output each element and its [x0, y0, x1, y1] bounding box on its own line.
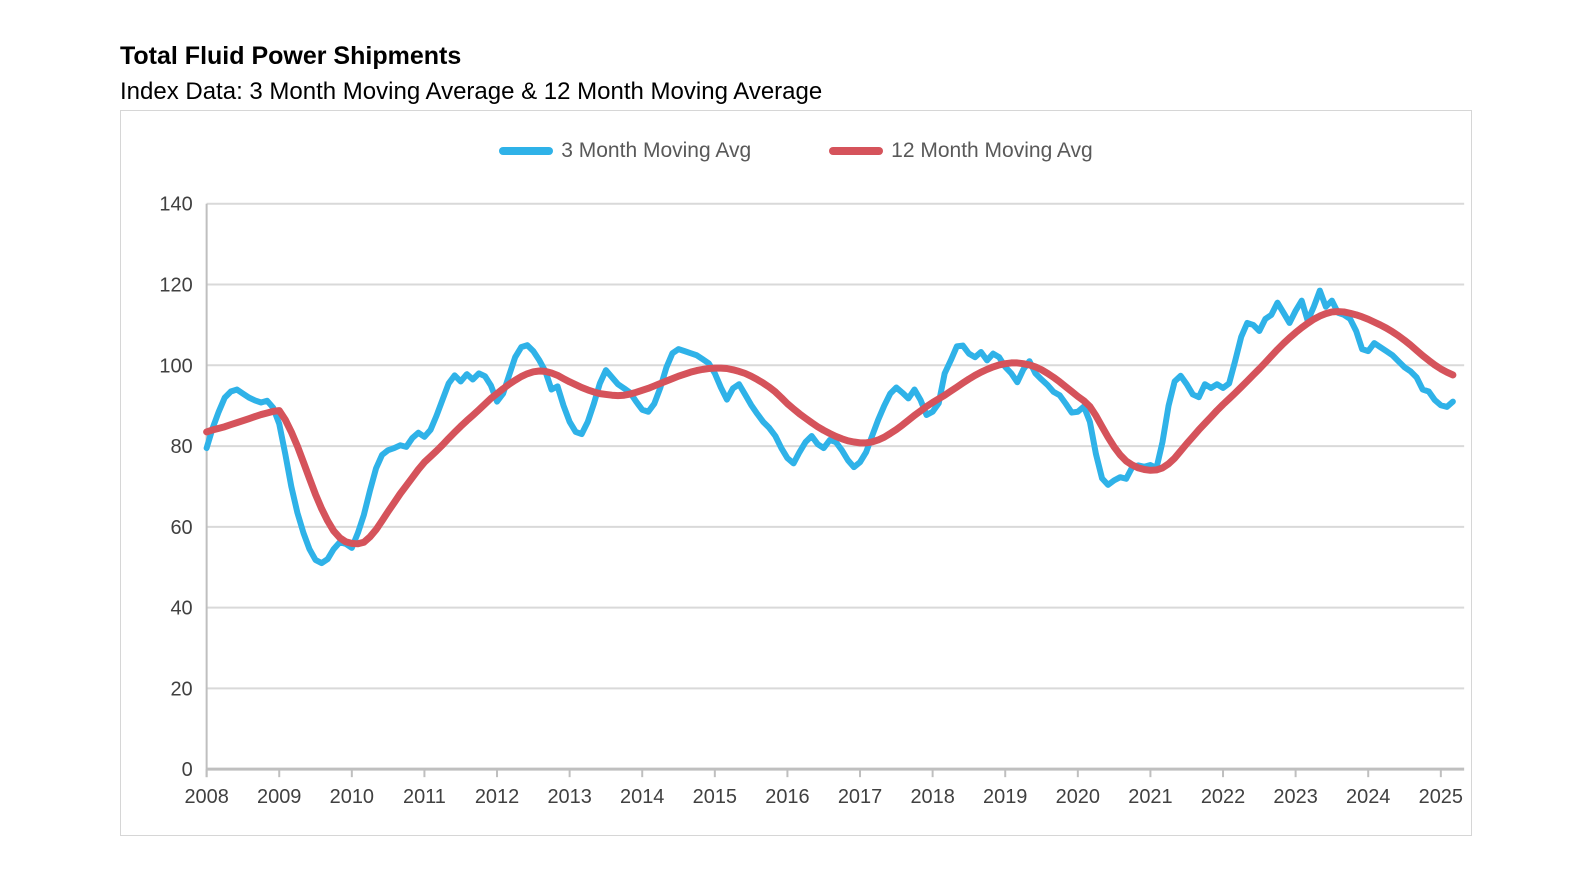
legend-marker-3-month-icon	[499, 147, 554, 155]
y-tick-label: 40	[170, 598, 192, 620]
x-tick-label: 2010	[330, 786, 374, 808]
x-tick-label: 2016	[765, 786, 809, 808]
chart-title: Total Fluid Power Shipments	[120, 42, 462, 70]
legend-label-3-month: 3 Month Moving Avg	[561, 139, 752, 162]
series-line-12-month	[203, 308, 1457, 548]
chart-legend: 3 Month Moving Avg 12 Month Moving Avg	[121, 139, 1471, 163]
legend-label-12-month: 12 Month Moving Avg	[891, 139, 1093, 162]
legend-marker-12-month-icon	[829, 147, 884, 155]
x-tick-label: 2023	[1273, 786, 1317, 808]
legend-item-3-month: 3 Month Moving Avg	[499, 139, 751, 163]
chart-container: 3 Month Moving Avg 12 Month Moving Avg 0…	[120, 110, 1472, 836]
x-tick-label: 2020	[1056, 786, 1100, 808]
y-tick-label: 80	[170, 436, 192, 458]
y-tick-label: 0	[182, 759, 193, 781]
y-tick-label: 120	[159, 275, 192, 297]
x-tick-label: 2009	[257, 786, 301, 808]
x-tick-label: 2018	[910, 786, 954, 808]
y-tick-label: 20	[170, 678, 192, 700]
chart-plot: 0 20 40 60 80 100 120 140 2008 2009 2010 2011 2012 20…	[159, 194, 1465, 808]
x-tick-label: 2013	[547, 786, 591, 808]
x-tick-label: 2022	[1201, 786, 1245, 808]
x-tick-label: 2015	[693, 786, 737, 808]
y-tick-label: 140	[159, 194, 192, 216]
legend-item-12-month: 12 Month Moving Avg	[829, 139, 1093, 163]
chart-subtitle: Index Data: 3 Month Moving Average & 12 …	[120, 78, 823, 105]
x-tick-label: 2024	[1346, 786, 1390, 808]
x-tick-label: 2012	[475, 786, 519, 808]
x-tick-label: 2017	[838, 786, 882, 808]
x-tick-label: 2014	[620, 786, 664, 808]
x-tick-label: 2011	[403, 786, 446, 808]
x-tick-label: 2025	[1419, 786, 1463, 808]
y-tick-label: 60	[170, 517, 192, 539]
x-tick-label: 2021	[1128, 786, 1172, 808]
series-line-3-month	[203, 287, 1456, 567]
x-tick-label: 2008	[184, 786, 228, 808]
x-tick-label: 2019	[983, 786, 1027, 808]
y-tick-label: 100	[159, 355, 192, 377]
